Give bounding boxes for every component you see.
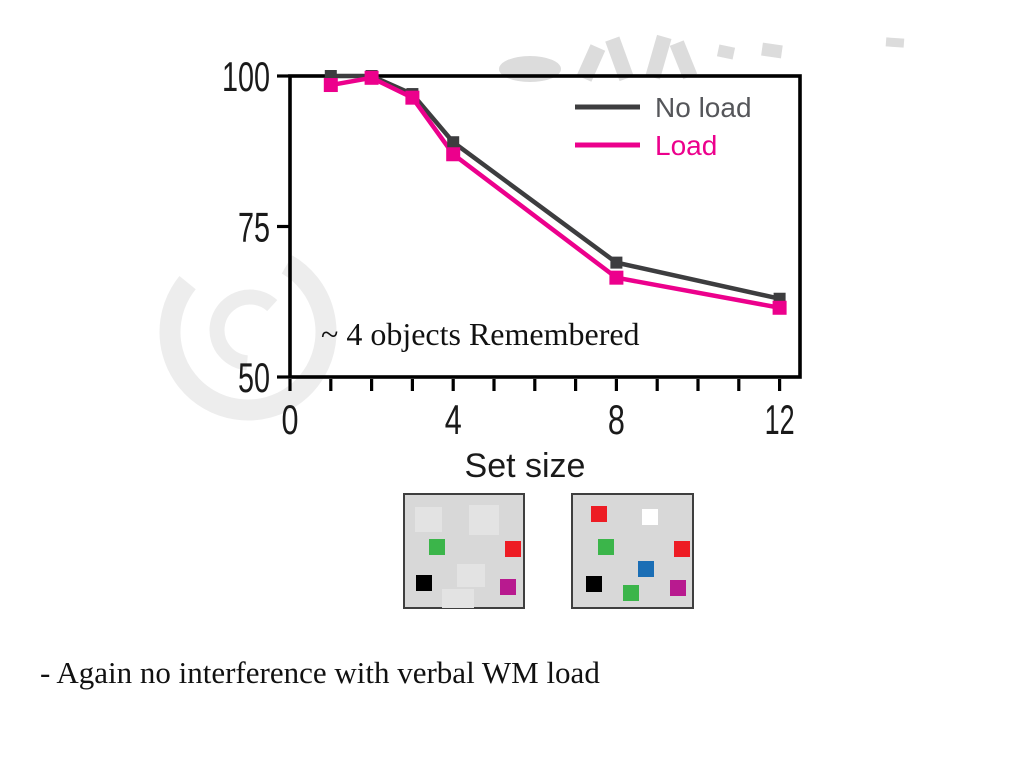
green-square (429, 539, 445, 555)
series-marker (447, 136, 460, 149)
ghost-square (457, 564, 485, 587)
white-square (642, 509, 658, 525)
green-square (598, 539, 614, 555)
black-square (586, 576, 602, 592)
y-tick-label: 50 (238, 354, 270, 401)
watermark-glyphs (499, 34, 905, 82)
chart-svg: 0 4 8 12 50 75 100 Set size No load Load (222, 53, 802, 485)
x-tick-label: 4 (445, 396, 462, 443)
series-marker (610, 256, 623, 269)
x-axis-label: Set size (465, 447, 586, 485)
x-tick-label: 12 (765, 396, 795, 443)
series-marker (364, 70, 379, 85)
ghost-square (469, 505, 499, 535)
magenta-square (500, 579, 516, 595)
bullet-text: - Again no interference with verbal WM l… (40, 655, 600, 690)
chart-annotation: ~ 4 objects Remembered (321, 316, 640, 352)
legend-label: Load (655, 130, 717, 161)
x-tick-label: 8 (608, 396, 625, 443)
magenta-square (670, 580, 686, 596)
black-square (416, 575, 432, 591)
stimulus-panel-2 (571, 493, 694, 609)
watermark-ring (159, 243, 337, 421)
legend-label: No load (655, 92, 752, 123)
ghost-square (442, 589, 474, 608)
y-tick-label: 75 (238, 204, 270, 251)
ghost-square (415, 507, 442, 532)
series-marker (405, 90, 420, 105)
stimulus-panel-1 (403, 493, 525, 609)
red-square (591, 506, 607, 522)
y-tick-label: 100 (222, 53, 270, 100)
x-tick-label: 0 (282, 396, 299, 443)
red-square (674, 541, 690, 557)
plot-frame (288, 74, 802, 379)
series-marker (446, 147, 461, 162)
series-marker (323, 78, 338, 93)
red-square (505, 541, 521, 557)
series-marker (609, 270, 624, 285)
green-square (623, 585, 639, 601)
blue-square (638, 561, 654, 577)
series-marker (772, 300, 787, 315)
